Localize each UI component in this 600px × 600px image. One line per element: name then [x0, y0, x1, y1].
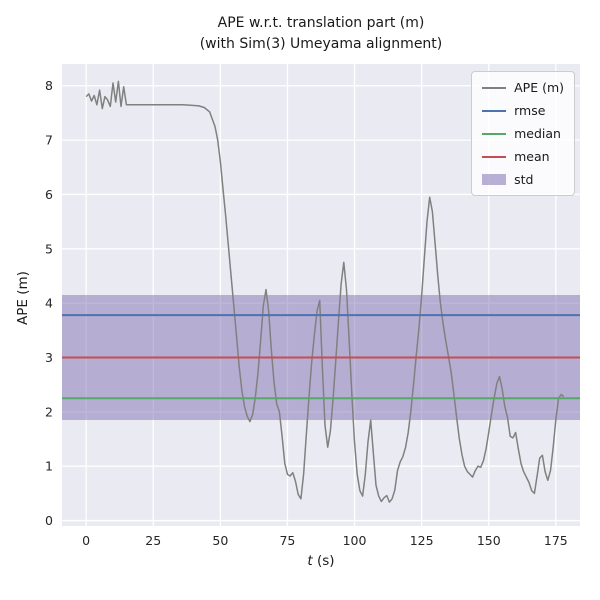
svg-text:0: 0	[45, 513, 53, 528]
legend-label-ape: APE (m)	[514, 80, 564, 95]
legend-item-ape: APE (m)	[482, 79, 564, 96]
svg-text:4: 4	[45, 296, 53, 311]
svg-text:1: 1	[45, 459, 53, 474]
std-patch-swatch	[482, 174, 507, 185]
median-line-swatch	[482, 132, 507, 135]
mean-line-swatch	[482, 155, 507, 158]
svg-text:75: 75	[279, 533, 295, 548]
rmse-line-swatch	[482, 109, 507, 112]
svg-text:2: 2	[45, 404, 53, 419]
legend-item-std: std	[482, 171, 564, 188]
svg-text:25: 25	[145, 533, 161, 548]
svg-text:100: 100	[343, 533, 367, 548]
svg-text:50: 50	[212, 533, 228, 548]
ape-line-swatch	[482, 86, 507, 89]
legend-item-mean: mean	[482, 148, 564, 165]
chart-title-line2: (with Sim(3) Umeyama alignment)	[199, 36, 443, 52]
svg-text:6: 6	[45, 187, 53, 202]
chart-title: APE w.r.t. translation part (m) (with Si…	[62, 13, 580, 55]
svg-text:3: 3	[45, 350, 53, 365]
legend-label-mean: mean	[514, 149, 550, 164]
legend-item-median: median	[482, 125, 564, 142]
legend: APE (m) rmse median mean std	[471, 71, 575, 196]
legend-label-std: std	[514, 172, 534, 187]
y-axis-label-text: APE (m)	[15, 271, 31, 325]
x-axis-label: t (s)	[62, 553, 580, 569]
svg-text:175: 175	[544, 533, 568, 548]
svg-text:125: 125	[410, 533, 434, 548]
x-axis-label-unit: (s)	[312, 553, 335, 569]
legend-label-rmse: rmse	[514, 103, 546, 118]
svg-text:150: 150	[477, 533, 501, 548]
svg-text:5: 5	[45, 241, 53, 256]
legend-item-rmse: rmse	[482, 102, 564, 119]
x-axis-label-variable: t	[307, 553, 313, 569]
legend-label-median: median	[514, 126, 561, 141]
svg-text:7: 7	[45, 133, 53, 148]
svg-text:0: 0	[82, 533, 90, 548]
svg-text:8: 8	[45, 78, 53, 93]
chart-title-line1: APE w.r.t. translation part (m)	[217, 15, 425, 31]
